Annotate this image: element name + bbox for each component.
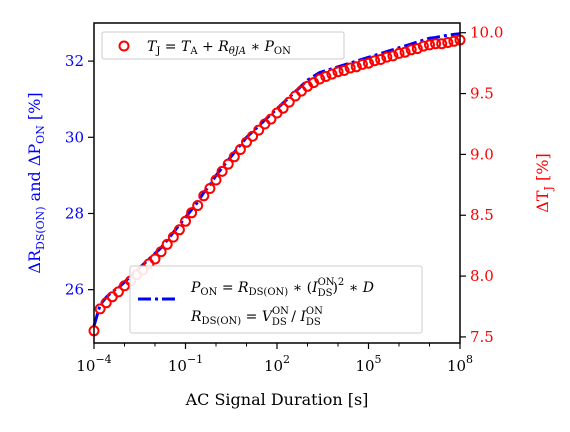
data-point-tj <box>253 124 265 136</box>
data-point-tj <box>149 253 161 265</box>
x-tick-label: 105 <box>355 353 381 375</box>
data-point-tj <box>161 238 173 250</box>
data-point-tj <box>387 50 399 62</box>
legend-top-marker <box>118 40 130 52</box>
legend-top: TJ = TA + RθJA ∗ PON <box>101 31 345 60</box>
legend-top-formula: TJ = TA + RθJA ∗ PON <box>147 39 291 57</box>
y-label-left-mid: and ΔP <box>25 144 44 207</box>
y-right-tick-label: 9.5 <box>470 85 494 103</box>
data-point-tj <box>228 151 240 163</box>
data-point-tj <box>326 68 338 80</box>
data-point-tj <box>332 66 344 78</box>
data-point-tj <box>247 130 259 142</box>
data-point-tj <box>167 231 179 243</box>
legend-bottom-line1: PON = RDS(ON) ∗ (ION DS)2 ∗ D <box>190 277 374 299</box>
y-left-tick-label: 26 <box>65 281 84 299</box>
y-label-left-unit: [%] <box>25 92 44 125</box>
y-axis-label-right: ΔTJ [%] <box>533 153 555 212</box>
x-tick-label: 10−4 <box>76 353 111 375</box>
y-right-tick-label: 8.0 <box>470 267 494 285</box>
data-point-tj <box>204 183 216 194</box>
data-point-tj <box>192 200 204 211</box>
y-right-tick-label: 7.5 <box>470 328 494 346</box>
x-tick-label: 102 <box>264 353 290 375</box>
data-point-tj <box>234 144 246 155</box>
data-point-tj <box>381 51 393 63</box>
data-point-tj <box>350 61 362 73</box>
data-point-tj <box>393 47 405 59</box>
data-point-tj <box>356 58 368 70</box>
data-point-tj <box>112 286 124 298</box>
data-point-tj <box>436 38 448 50</box>
data-point-tj <box>399 46 411 58</box>
data-point-tj <box>314 73 326 85</box>
y-label-right-base: ΔT <box>533 190 552 213</box>
x-tick-label: 108 <box>447 353 473 375</box>
data-point-tj <box>222 158 234 170</box>
axes-layer: 10−4 10−1 102 105 108 26 28 30 32 7.5 8.0 8.5 9.0 9.5… <box>65 24 504 375</box>
y-left-tick-label: 28 <box>65 204 84 222</box>
data-point-tj <box>241 136 252 148</box>
data-point-tj <box>411 43 423 55</box>
legend-top-box <box>101 31 345 60</box>
data-point-tj <box>417 40 429 52</box>
y-label-left-base: ΔR <box>25 249 44 274</box>
legend-bottom: PON = RDS(ON) ∗ (ION DS)2 ∗ D RDS(ON) = V… <box>129 265 423 334</box>
y-left-tick-label: 30 <box>65 128 84 146</box>
y-right-tick-label: 8.5 <box>470 206 494 224</box>
data-point-tj <box>320 71 332 82</box>
y-label-right-sub: J <box>542 186 555 191</box>
x-axis-label: AC Signal Duration [s] <box>185 390 369 409</box>
data-point-tj <box>180 215 191 227</box>
y-right-tick-label: 9.0 <box>470 145 494 163</box>
data-point-tj <box>277 102 289 114</box>
data-point-tj <box>344 62 356 74</box>
legend-bottom-line2: RDS(ON) = VON DS / ION DS <box>190 306 323 328</box>
data-point-tj <box>283 96 295 108</box>
data-point-tj <box>369 55 381 67</box>
y-left-tick-label: 32 <box>65 52 84 70</box>
data-point-tj <box>216 165 228 177</box>
data-point-tj <box>173 224 185 236</box>
data-point-tj <box>265 113 277 125</box>
y-label-left-sub2: ON <box>34 125 47 144</box>
data-point-tj <box>405 44 417 56</box>
data-point-tj <box>186 207 198 219</box>
y-label-right-unit: [%] <box>533 153 552 186</box>
legend-bottom-box <box>129 265 423 334</box>
y-label-left-sub1: DS(ON) <box>34 206 47 250</box>
data-point-tj <box>210 174 222 186</box>
data-point-tj <box>198 190 210 202</box>
data-point-tj <box>448 35 460 47</box>
data-point-tj <box>100 297 112 309</box>
y-right-tick-label: 10.0 <box>470 24 503 42</box>
y-axis-label-left: ΔRDS(ON) and ΔPON [%] <box>25 92 47 273</box>
data-point-tj <box>155 246 167 258</box>
x-tick-label: 10−1 <box>168 353 203 375</box>
data-point-tj <box>338 65 350 76</box>
data-point-tj <box>442 37 454 48</box>
data-point-tj <box>375 54 387 65</box>
data-point-tj <box>424 39 435 51</box>
data-point-tj <box>94 303 106 315</box>
data-point-tj <box>430 38 442 50</box>
data-point-tj <box>363 57 374 69</box>
